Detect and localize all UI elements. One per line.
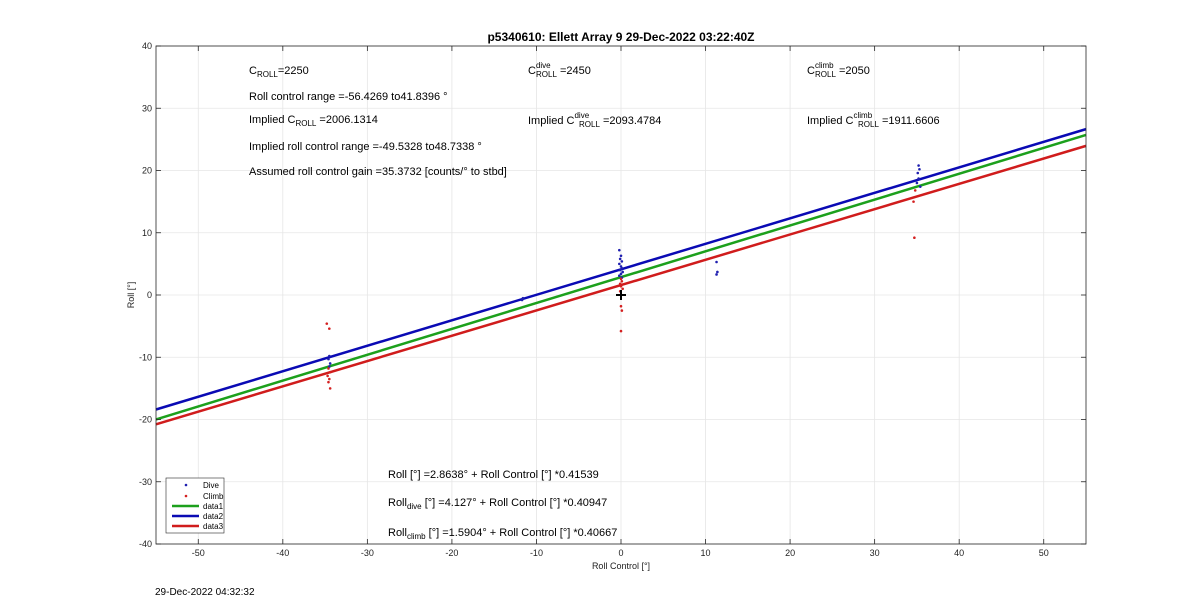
print-timestamp: 29-Dec-2022 04:32:32 — [155, 587, 255, 598]
dive-point — [619, 272, 623, 276]
fit-equation-climb: Rollclimb [°] =1.5904° + Roll Control [°… — [388, 527, 617, 541]
legend-data2-label: data2 — [203, 512, 224, 521]
dive-point — [621, 270, 624, 274]
dive-point — [916, 171, 920, 175]
climb-point — [618, 282, 622, 286]
dive-point — [915, 181, 919, 185]
roll-control-range-annotation: Roll control range =-56.4269 to41.8396 ° — [249, 91, 448, 103]
x-tick-label: -50 — [192, 548, 205, 558]
legend-climb-marker — [184, 494, 188, 498]
dive-point — [520, 298, 524, 302]
dive-point — [327, 357, 330, 361]
y-tick-label: -20 — [139, 415, 152, 425]
dive-point — [618, 262, 621, 266]
dive-point — [715, 273, 718, 276]
x-axis-ticks: -50 -40 -30 -20 -10 0 10 20 30 40 50 — [192, 46, 1049, 558]
x-axis-label: Roll Control [°] — [592, 561, 650, 571]
c-roll-dive-annotation: Cdive ROLL =2450 — [528, 61, 591, 79]
legend-data1-label: data1 — [203, 502, 224, 511]
dive-point — [716, 270, 719, 274]
y-axis-ticks: -40 -30 -20 -10 0 10 20 30 40 — [139, 41, 1086, 549]
climb-point — [328, 327, 331, 330]
c-roll-climb-annotation: Cclimb ROLL =2050 — [807, 61, 870, 79]
c-roll-annotation: CROLL=2250 — [249, 65, 309, 79]
legend-climb-label: Climb — [203, 492, 224, 501]
climb-point — [619, 284, 623, 288]
dive-point — [620, 260, 624, 263]
climb-point — [620, 280, 624, 283]
origin-marker — [616, 290, 626, 300]
climb-point — [326, 374, 329, 378]
implied-c-roll-annotation: Implied CROLL =2006.1314 — [249, 114, 378, 128]
dive-point — [620, 266, 624, 270]
climb-point — [328, 377, 331, 381]
climb-point — [328, 370, 332, 374]
climb-point — [619, 304, 623, 308]
fit-equation-dive: Rolldive [°] =4.127° + Roll Control [°] … — [388, 497, 607, 511]
climb-point — [327, 367, 330, 370]
legend: Dive Climb data1 data2 data3 — [165, 477, 225, 534]
x-tick-label: 30 — [870, 548, 880, 558]
legend-data3-label: data3 — [203, 522, 224, 531]
climb-point — [913, 189, 917, 192]
y-axis-label: Roll [°] — [126, 282, 136, 309]
implied-c-roll-climb-annotation: Implied Cclimb ROLL =1911.6606 — [807, 111, 940, 129]
x-tick-label: 50 — [1039, 548, 1049, 558]
roll-gain-annotation: Assumed roll control gain =35.3732 [coun… — [249, 166, 507, 178]
dive-point — [618, 274, 621, 278]
x-tick-label: -20 — [445, 548, 458, 558]
x-tick-label: 10 — [701, 548, 711, 558]
dive-point — [619, 254, 623, 258]
y-tick-label: -40 — [139, 539, 152, 549]
climb-point — [619, 329, 623, 333]
implied-c-roll-dive-annotation: Implied Cdive ROLL =2093.4784 — [528, 111, 661, 129]
climb-point — [912, 200, 915, 203]
climb-point — [328, 387, 332, 390]
x-tick-label: -10 — [530, 548, 543, 558]
dive-point — [918, 167, 921, 171]
climb-point — [619, 277, 623, 281]
dive-point — [328, 362, 332, 365]
climb-point — [621, 287, 624, 291]
x-tick-label: 40 — [954, 548, 964, 558]
dive-point — [715, 260, 718, 264]
x-tick-label: -30 — [361, 548, 374, 558]
legend-dive-label: Dive — [203, 481, 220, 490]
y-tick-label: 0 — [147, 290, 152, 300]
x-tick-label: 20 — [785, 548, 795, 558]
dive-point — [917, 164, 920, 167]
fit-equation-all: Roll [°] =2.8638° + Roll Control [°] *0.… — [388, 469, 599, 481]
climb-point — [325, 322, 329, 325]
climb-point — [913, 236, 916, 240]
y-tick-label: -30 — [139, 477, 152, 487]
y-tick-label: 40 — [142, 41, 152, 51]
data-points — [325, 164, 922, 390]
chart-title: p5340610: Ellett Array 9 29-Dec-2022 03:… — [487, 30, 754, 44]
y-tick-label: 30 — [142, 103, 152, 113]
legend-dive-marker — [184, 483, 188, 487]
y-tick-label: 20 — [142, 166, 152, 176]
x-tick-label: 0 — [618, 548, 623, 558]
dive-point — [618, 268, 622, 272]
y-tick-label: -10 — [139, 352, 152, 362]
climb-point — [620, 309, 624, 312]
climb-point — [327, 380, 330, 384]
dive-point — [618, 248, 621, 252]
y-tick-label: 10 — [142, 228, 152, 238]
implied-roll-range-annotation: Implied roll control range =-49.5328 to4… — [249, 141, 482, 153]
dive-point — [918, 185, 922, 188]
x-tick-label: -40 — [276, 548, 289, 558]
dive-point — [917, 177, 920, 180]
dive-point — [618, 257, 622, 261]
dive-point — [328, 354, 331, 358]
